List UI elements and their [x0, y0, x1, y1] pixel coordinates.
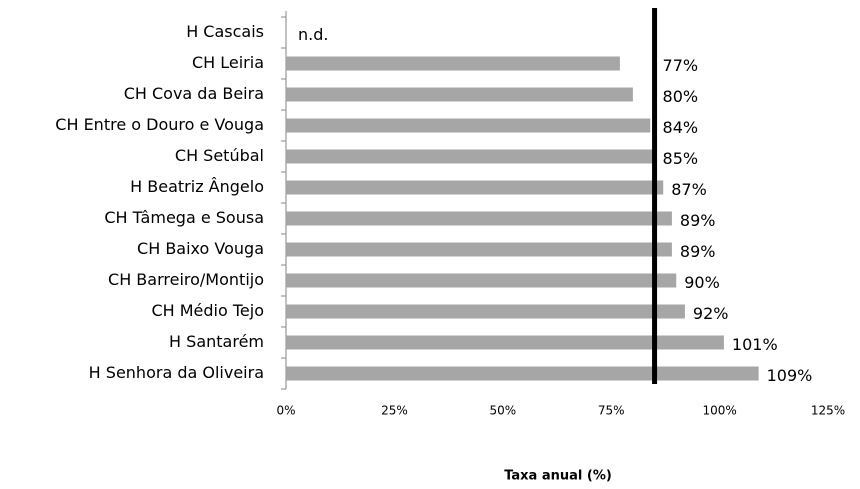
bar — [286, 211, 672, 226]
category-label: CH Cova da Beira — [124, 84, 264, 103]
category-label: CH Leiria — [192, 53, 264, 72]
data-label: 84% — [663, 118, 699, 137]
bar — [286, 149, 655, 164]
data-label: 87% — [671, 180, 707, 199]
data-label: 89% — [680, 211, 716, 230]
category-label: CH Médio Tejo — [151, 301, 264, 320]
data-label: n.d. — [298, 25, 328, 44]
category-label: H Santarém — [169, 332, 264, 351]
category-label: CH Tâmega e Sousa — [104, 208, 264, 227]
data-label: 85% — [663, 149, 699, 168]
x-tick-label: 50% — [489, 404, 516, 418]
data-label: 80% — [663, 87, 699, 106]
data-label: 77% — [663, 56, 699, 75]
bar — [286, 304, 685, 319]
category-label: H Cascais — [186, 22, 264, 41]
bar — [286, 242, 672, 257]
bar — [286, 180, 664, 195]
category-label: CH Entre o Douro e Vouga — [55, 115, 264, 134]
bar — [286, 118, 651, 133]
x-axis-title: Taxa anual (%) — [504, 469, 612, 484]
x-tick-label: 25% — [381, 404, 408, 418]
bar — [286, 335, 724, 350]
data-label: 101% — [732, 335, 778, 354]
data-label: 109% — [767, 366, 813, 385]
data-label: 90% — [684, 273, 720, 292]
category-label: H Senhora da Oliveira — [89, 363, 264, 382]
bar — [286, 56, 620, 71]
data-label: 89% — [680, 242, 716, 261]
category-label: CH Barreiro/Montijo — [108, 270, 264, 289]
category-label: CH Baixo Vouga — [137, 239, 264, 258]
category-label: H Beatriz Ângelo — [130, 177, 264, 196]
bar — [286, 366, 759, 381]
bar — [286, 273, 677, 288]
data-label: 92% — [693, 304, 729, 323]
bar — [286, 87, 633, 102]
category-label: CH Setúbal — [175, 146, 264, 165]
x-tick-label: 125% — [811, 404, 845, 418]
x-tick-label: 0% — [276, 404, 295, 418]
x-tick-label: 75% — [598, 404, 625, 418]
x-tick-label: 100% — [702, 404, 736, 418]
